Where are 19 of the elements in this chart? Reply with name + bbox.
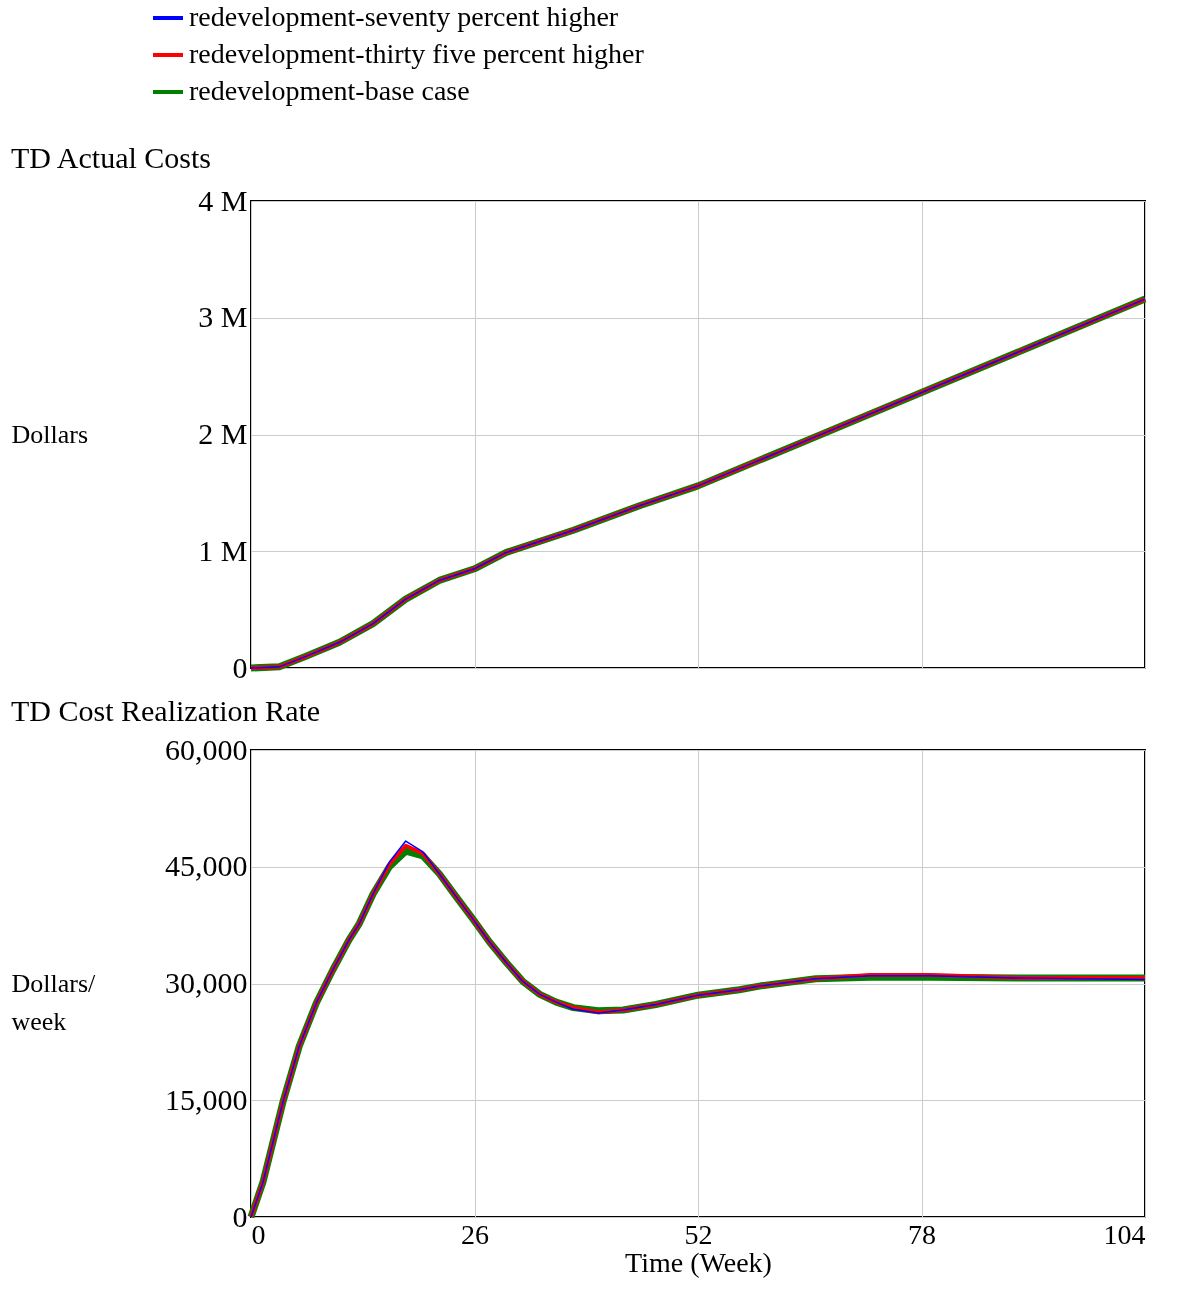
y-tick-label: 1 M — [198, 533, 248, 567]
y-tick-label: 30,000 — [165, 966, 248, 999]
legend-label: redevelopment-thirty five percent higher — [189, 38, 645, 69]
chart-title: TD Cost Realization Rate — [11, 694, 321, 727]
y-tick-label: 4 M — [198, 183, 248, 217]
x-tick-label: 78 — [908, 1218, 936, 1250]
x-tick-label: 104 — [1103, 1218, 1146, 1250]
y-tick-label: 60,000 — [165, 732, 248, 766]
y-tick-label: 0 — [232, 650, 248, 684]
y-tick-label: 15,000 — [165, 1082, 248, 1116]
y-axis-title: Dollars/week — [11, 968, 97, 1036]
x-tick-label: 26 — [461, 1218, 489, 1250]
legend-label: redevelopment-base case — [189, 75, 470, 106]
y-tick-label: 3 M — [198, 300, 248, 334]
chart-title: TD Actual Costs — [11, 141, 211, 174]
y-axis-title: Dollars — [11, 419, 89, 449]
y-tick-label: 45,000 — [165, 849, 248, 883]
y-tick-label: 2 M — [198, 417, 248, 450]
legend-label: redevelopment-seventy percent higher — [189, 1, 619, 32]
